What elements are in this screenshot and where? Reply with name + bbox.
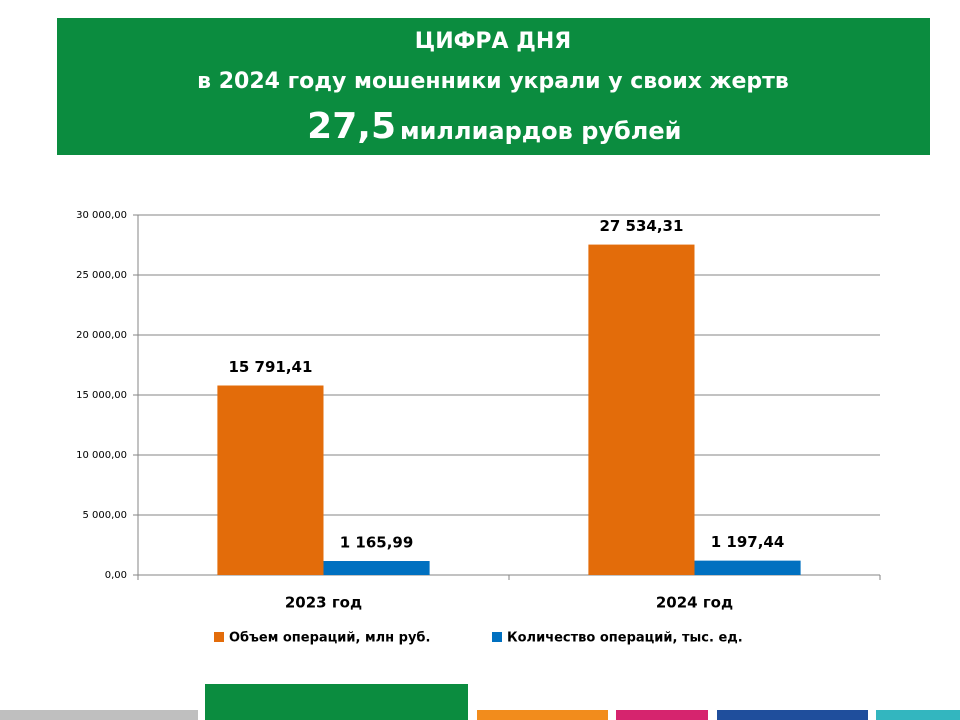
header-box bbox=[57, 18, 930, 155]
y-tick-label: 5 000,00 bbox=[82, 510, 127, 521]
value-label: 27 534,31 bbox=[599, 217, 683, 235]
bar bbox=[217, 385, 324, 575]
bar bbox=[588, 244, 695, 575]
bar bbox=[323, 561, 430, 575]
legend-label: Количество операций, тыс. ед. bbox=[507, 631, 743, 646]
legend-label: Объем операций, млн руб. bbox=[229, 631, 430, 646]
deco-bar bbox=[0, 710, 198, 720]
y-tick-label: 20 000,00 bbox=[76, 330, 127, 341]
deco-bar bbox=[205, 684, 468, 720]
legend-swatch bbox=[214, 632, 224, 642]
y-tick-label: 30 000,00 bbox=[76, 210, 127, 221]
x-tick-label: 2023 год bbox=[285, 594, 362, 612]
deco-bar bbox=[616, 710, 708, 720]
y-tick-label: 0,00 bbox=[105, 570, 127, 581]
header-title: ЦИФРА ДНЯ bbox=[415, 29, 571, 54]
legend-swatch bbox=[492, 632, 502, 642]
deco-bar bbox=[477, 710, 608, 720]
value-label: 1 197,44 bbox=[711, 533, 785, 551]
header-text: миллиардов рублей bbox=[400, 117, 681, 145]
header-subtitle: в 2024 году мошенники украли у своих жер… bbox=[197, 69, 789, 94]
value-label: 1 165,99 bbox=[340, 534, 414, 552]
y-tick-label: 25 000,00 bbox=[76, 270, 127, 281]
header-number: 27,5 bbox=[307, 106, 396, 147]
y-tick-label: 10 000,00 bbox=[76, 450, 127, 461]
bar bbox=[694, 560, 801, 575]
x-tick-label: 2024 год bbox=[656, 594, 733, 612]
chart: 0,00 5 000,00 10 000,00 15 000,00 20 000,00 2… bbox=[76, 210, 881, 646]
y-tick-label: 15 000,00 bbox=[76, 390, 127, 401]
value-label: 15 791,41 bbox=[228, 358, 312, 376]
deco-bar bbox=[717, 710, 868, 720]
deco-bar bbox=[876, 710, 960, 720]
